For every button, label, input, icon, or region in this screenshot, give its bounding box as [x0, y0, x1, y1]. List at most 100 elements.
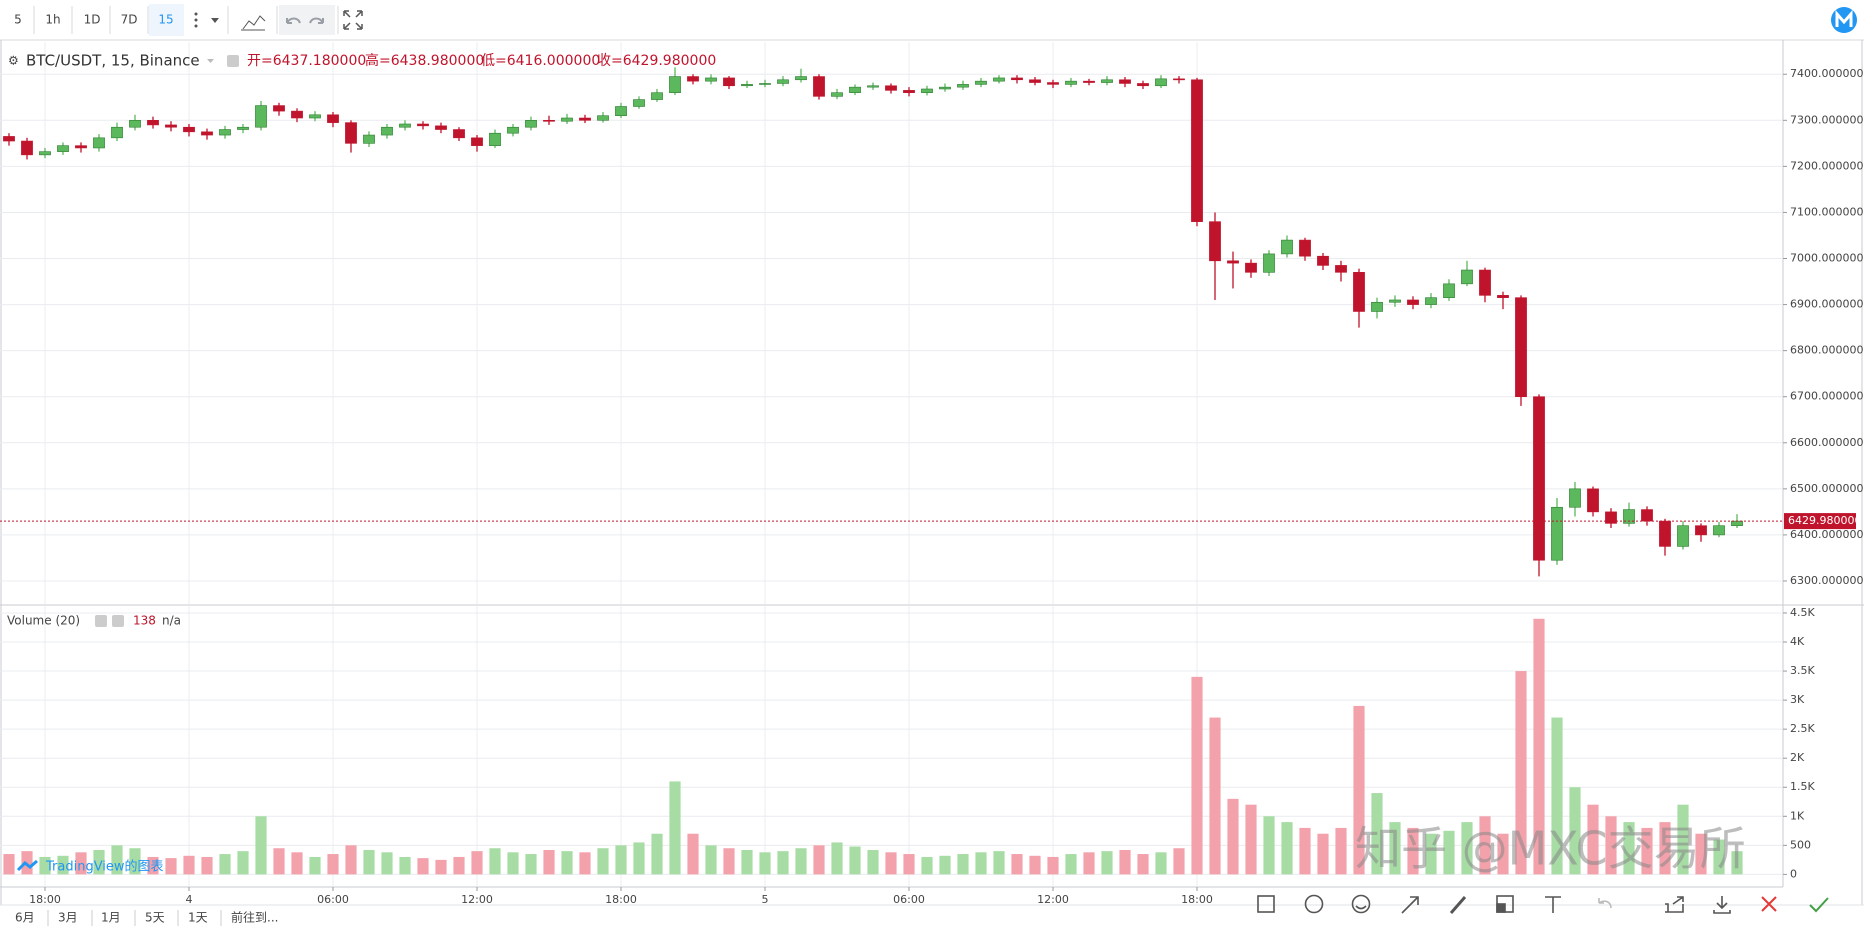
volume-bar [1317, 833, 1329, 875]
download-tool[interactable] [1713, 896, 1731, 914]
volume-bar [759, 852, 771, 875]
legend-dropdown[interactable] [207, 59, 214, 63]
range-button[interactable]: 1天 [188, 911, 208, 925]
x-tick-label: 12:00 [1037, 893, 1069, 906]
confirm-tool[interactable] [1809, 897, 1829, 913]
volume-bar [1533, 618, 1545, 875]
volume-bar [507, 852, 519, 875]
undo-button[interactable] [286, 17, 301, 24]
volume-bar [1119, 849, 1131, 875]
volume-bar [1587, 804, 1599, 875]
volume-bar [1263, 816, 1275, 875]
x-tick-label: 18:00 [605, 893, 637, 906]
more-button[interactable] [194, 12, 220, 28]
volume-bar [399, 856, 411, 875]
volume-ma: n/a [162, 614, 181, 628]
candle-body [1389, 299, 1401, 303]
volume-bar [741, 849, 753, 875]
volume-bar [903, 854, 915, 875]
volume-bar [345, 845, 357, 875]
volume-bar [939, 855, 951, 875]
candle-body [849, 86, 861, 93]
candle-body [1281, 239, 1293, 255]
candle-body [1209, 221, 1221, 262]
candle-body [813, 76, 825, 97]
circle-tool[interactable] [1304, 894, 1324, 914]
fullscreen-button[interactable] [343, 10, 363, 30]
x-tick-label: 5 [762, 893, 769, 906]
candle-body [1407, 299, 1419, 305]
volume-bar [1101, 851, 1113, 875]
volume-bar [183, 855, 195, 875]
goto-button[interactable]: 前往到... [231, 910, 278, 925]
range-button[interactable]: 3月 [58, 911, 78, 925]
volume-close[interactable] [112, 615, 124, 627]
watermark: 知乎 @MXC交易所 [1355, 822, 1746, 876]
close-tool[interactable] [1761, 896, 1777, 912]
y-tick-label: 6800.000000 [1790, 344, 1863, 357]
candle-body [183, 126, 195, 133]
candle-body [417, 123, 429, 127]
candle-body [345, 122, 357, 144]
candle-body [1011, 77, 1023, 81]
y-tick-label: 4K [1790, 635, 1805, 648]
active-interval-bg [149, 4, 184, 36]
range-button[interactable]: 5天 [145, 911, 165, 925]
undo-tool[interactable] [1598, 898, 1612, 909]
text-tool[interactable] [1545, 896, 1561, 913]
interval-button[interactable]: 1h [45, 13, 60, 27]
interval-button[interactable]: 5 [14, 13, 22, 27]
volume-bar [327, 854, 339, 875]
emoji-tool[interactable] [1351, 894, 1371, 914]
candle-body [759, 83, 771, 85]
volume-bar [525, 854, 537, 875]
range-button[interactable]: 1月 [101, 911, 121, 925]
indicators-button[interactable] [241, 15, 266, 31]
candle-body [1173, 78, 1185, 81]
pattern-tool[interactable] [1496, 895, 1514, 913]
volume-bar [1461, 822, 1473, 875]
rect-tool[interactable] [1257, 895, 1275, 913]
redo-button[interactable] [309, 17, 324, 24]
volume-eye[interactable] [95, 615, 107, 627]
settings-icon[interactable]: ⚙ [8, 54, 19, 68]
volume-bar [1569, 787, 1581, 875]
brush-tool[interactable] [1449, 896, 1467, 914]
candle-body [903, 90, 915, 93]
volume-bar [1497, 833, 1509, 875]
last-price-box [1784, 513, 1856, 530]
volume-bar [381, 852, 393, 875]
volume-bar [831, 842, 843, 875]
volume-bar [1677, 804, 1689, 875]
candle-body [1641, 509, 1653, 522]
interval-button[interactable]: 1D [84, 13, 101, 27]
arrow-tool[interactable] [1401, 896, 1419, 914]
volume-bar [93, 849, 105, 875]
x-tick-label: 18:00 [1181, 893, 1213, 906]
volume-bar [237, 851, 249, 875]
share-tool[interactable] [1665, 896, 1684, 913]
y-tick-label: 6700.000000 [1790, 390, 1863, 403]
y-tick-label: 500 [1790, 838, 1811, 851]
range-button[interactable]: 6月 [15, 911, 35, 925]
x-tick-label: 06:00 [317, 893, 349, 906]
y-tick-label: 1.5K [1790, 780, 1815, 793]
branding[interactable]: TradingView的图表 [45, 859, 164, 875]
candle-body [831, 92, 843, 97]
candle-body [273, 105, 285, 112]
volume-bar [993, 851, 1005, 875]
legend-eye[interactable] [227, 55, 239, 67]
interval-button[interactable]: 7D [121, 13, 138, 27]
ohlc-open: 开=6437.180000 [247, 53, 366, 69]
candle-body [1461, 269, 1473, 285]
y-tick-label: 2.5K [1790, 722, 1815, 735]
volume-bar [1137, 854, 1149, 875]
volume-bar [1407, 827, 1419, 875]
candle-body [993, 77, 1005, 82]
candle-body [219, 129, 231, 136]
volume-bar [1083, 852, 1095, 875]
volume-bar [1209, 717, 1221, 875]
y-tick-label: 3.5K [1790, 664, 1815, 677]
interval-button[interactable]: 15 [158, 13, 173, 27]
